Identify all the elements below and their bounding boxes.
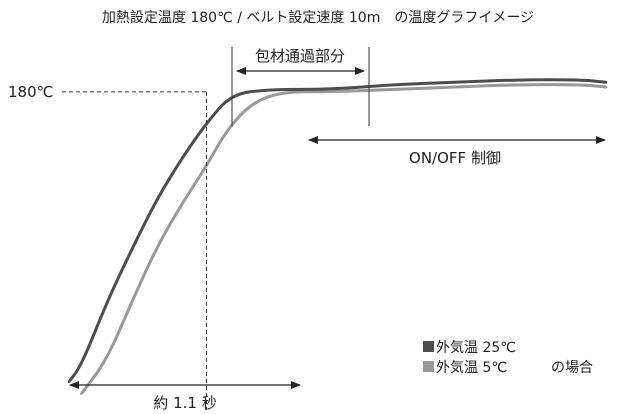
legend-label-5c: 外気温 5℃ [436, 360, 507, 376]
legend-suffix: の場合 [551, 360, 593, 376]
onoff-label: ON/OFF 制御 [409, 149, 501, 167]
chart-title: 加熱設定温度 180℃ / ベルト設定速度 10m の温度グラフイメージ [102, 10, 534, 26]
legend-label-25c: 外気温 25℃ [436, 340, 516, 356]
time-label: 約 1.1 秒 [153, 394, 216, 412]
reference-180-label: 180℃ [8, 83, 53, 101]
series-layer [67, 78, 608, 395]
legend-swatch-25c [423, 341, 434, 352]
legend: 外気温 25℃ 外気温 5℃ の場合 [423, 340, 593, 376]
series-line-0 [67, 78, 608, 383]
legend-swatch-5c [423, 361, 434, 372]
packaging-label: 包材通過部分 [255, 47, 345, 65]
series-line-1 [80, 83, 608, 395]
